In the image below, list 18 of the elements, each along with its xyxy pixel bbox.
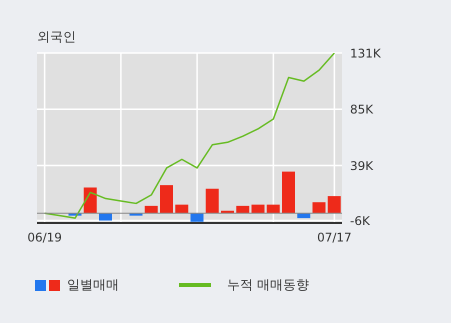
x-tick-label: 07/17 xyxy=(317,230,352,245)
bar xyxy=(99,213,112,221)
line-series xyxy=(44,53,336,219)
bar xyxy=(297,213,310,218)
bar xyxy=(160,185,173,214)
legend-label: 일별매매 xyxy=(67,277,119,294)
bar xyxy=(206,188,219,214)
y-tick-label: 131K xyxy=(350,46,382,60)
y-tick-label: 85K xyxy=(350,102,374,117)
x-tick-label: 06/19 xyxy=(27,230,62,245)
chart-title: 외국인 xyxy=(37,29,76,46)
y-tick-label: 39K xyxy=(350,158,374,173)
bar xyxy=(328,196,341,214)
bar xyxy=(190,213,204,222)
bar xyxy=(282,172,295,214)
y-tick-label: -6K xyxy=(350,214,371,228)
bar xyxy=(312,202,326,214)
legend-label: 누적 매매동향 xyxy=(227,277,310,294)
